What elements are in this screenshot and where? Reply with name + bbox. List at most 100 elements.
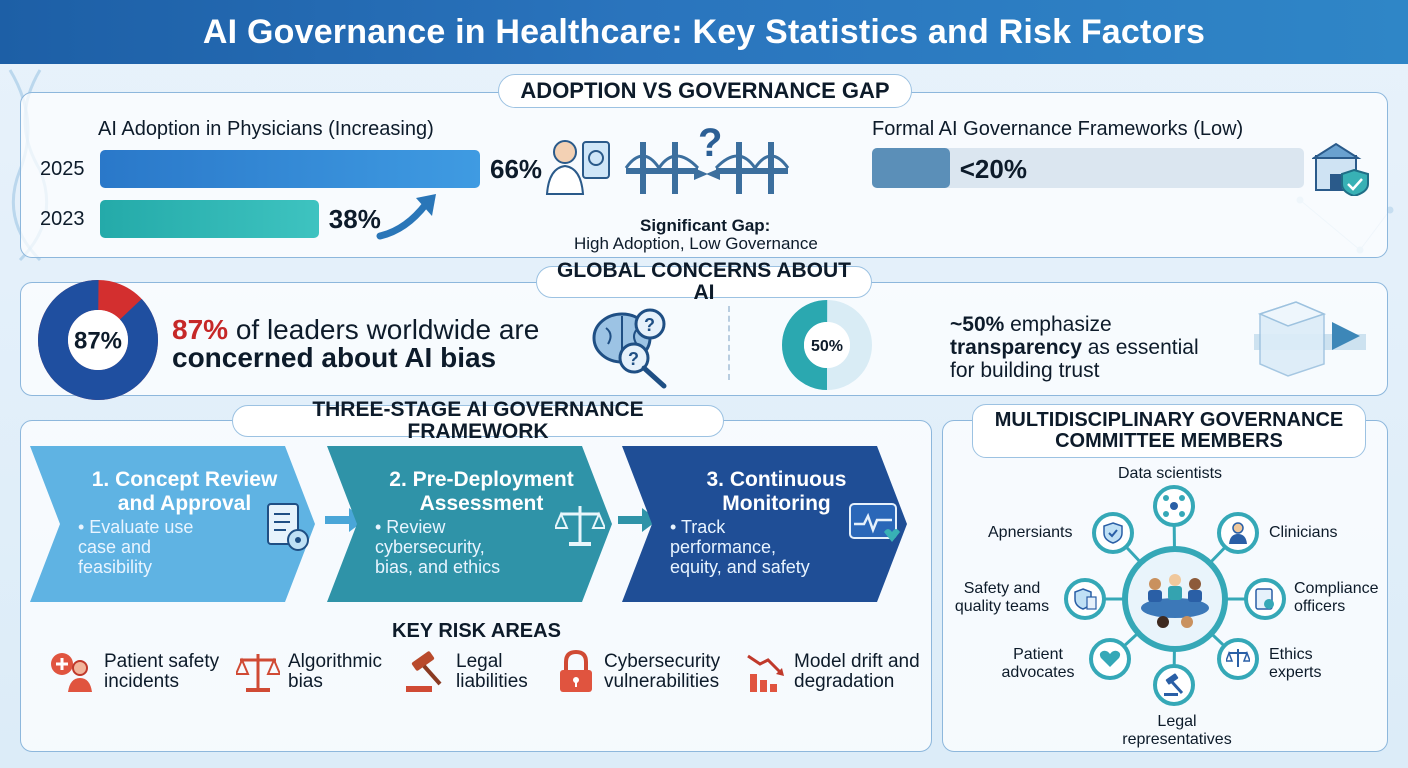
member-legal: Legal representatives bbox=[1122, 713, 1232, 748]
declining-chart-icon bbox=[747, 654, 784, 692]
member-apnersiants: Apnersiants bbox=[988, 524, 1073, 541]
certificate-icon bbox=[1255, 588, 1274, 610]
member-ethics: Ethics experts bbox=[1269, 646, 1322, 681]
balance-scale-icon bbox=[555, 506, 605, 546]
patient-advocates-node bbox=[1089, 638, 1131, 680]
stage-2-chevron bbox=[327, 446, 612, 602]
member-patient-advocates: Patient advocates bbox=[1001, 646, 1075, 681]
concerns-heading-text: GLOBAL CONCERNS ABOUT AI bbox=[557, 258, 851, 304]
bias-statement-bold: concerned about AI bias bbox=[172, 342, 497, 373]
donut-value-label: 50% bbox=[811, 338, 843, 355]
padlock-icon bbox=[560, 650, 592, 692]
increase-arrow-icon bbox=[376, 194, 436, 240]
adoption-value-2025: 66% bbox=[490, 154, 543, 184]
glass-cube-arrow-icon bbox=[1254, 301, 1366, 377]
stage-3-title: 3. Continuous Monitoring bbox=[706, 468, 847, 516]
adoption-heading: ADOPTION VS GOVERNANCE GAP bbox=[498, 74, 912, 108]
title-banner: AI Governance in Healthcare: Key Statist… bbox=[0, 0, 1408, 64]
compliance-node bbox=[1244, 578, 1286, 620]
svg-text:?: ? bbox=[698, 121, 722, 165]
risk-label-cybersecurity: Cybersecurity vulnerabilities bbox=[604, 651, 721, 692]
stage-2-desc: • Review cybersecurity, bias, and ethics bbox=[375, 517, 501, 577]
legal-node bbox=[1153, 664, 1195, 706]
shield-badge-icon bbox=[1103, 522, 1123, 544]
concerns-heading: GLOBAL CONCERNS ABOUT AI bbox=[536, 259, 872, 304]
apnersiants-node bbox=[1092, 512, 1134, 554]
shield-clipboard-icon bbox=[1074, 588, 1097, 610]
adoption-heading-text: ADOPTION VS GOVERNANCE GAP bbox=[520, 78, 890, 104]
heart-hands-icon bbox=[1099, 650, 1121, 667]
scales-icon bbox=[236, 654, 280, 692]
monitor-heartbeat-icon bbox=[849, 503, 900, 542]
gap-title: Significant Gap: bbox=[640, 216, 771, 235]
stage-1-desc: • Evaluate use case and feasibility bbox=[78, 517, 194, 577]
donut-center bbox=[68, 310, 128, 370]
transparency-percent: ~50% bbox=[950, 313, 1005, 336]
data-scientists-node bbox=[1153, 485, 1195, 527]
svg-text:?: ? bbox=[644, 315, 655, 335]
risk-label-legal-liabilities: Legal liabilities bbox=[456, 651, 528, 692]
donut-value-label: 87% bbox=[74, 328, 122, 355]
gap-subtitle: High Adoption, Low Governance bbox=[574, 234, 818, 253]
stage-2-title: 2. Pre-Deployment Assessment bbox=[389, 468, 574, 516]
checklist-gear-icon bbox=[267, 503, 309, 551]
broken-bridge-icon: ? bbox=[624, 121, 790, 194]
transparency-donut-chart: 50% bbox=[782, 300, 872, 390]
committee-heading-text: MULTIDISCIPLINARY GOVERNANCE COMMITTEE M… bbox=[994, 409, 1344, 452]
stage-3-card: 3. Continuous Monitoring • Track perform… bbox=[622, 446, 907, 602]
brain-magnifier-icon: ? ? bbox=[592, 308, 667, 389]
hospital-shield-icon bbox=[1312, 142, 1369, 196]
physician-tablet-icon bbox=[545, 140, 610, 195]
risk-label-patient-safety: Patient safety incidents bbox=[104, 651, 220, 692]
patient-safety-icon bbox=[51, 653, 92, 692]
risk-item-legal-liabilities: Legal liabilities bbox=[404, 650, 542, 694]
member-data-scientists: Data scientists bbox=[1118, 465, 1223, 482]
member-compliance: Compliance officers bbox=[1294, 580, 1379, 615]
risk-item-patient-safety: Patient safety incidents bbox=[48, 650, 224, 694]
stage-3-desc: • Track performance, equity, and safety bbox=[670, 517, 810, 577]
donut-center bbox=[804, 322, 850, 368]
committee-heading: MULTIDISCIPLINARY GOVERNANCE COMMITTEE M… bbox=[972, 404, 1366, 458]
risk-item-cybersecurity: Cybersecurity vulnerabilities bbox=[556, 650, 734, 694]
stage-3-chevron bbox=[622, 446, 907, 602]
transparency-text-2: as essential bbox=[1081, 336, 1199, 360]
svg-text:?: ? bbox=[628, 349, 639, 369]
governance-bar-fill bbox=[872, 148, 950, 188]
donut-value-segment bbox=[782, 300, 872, 390]
stage-1-card: 1. Concept Review and Approval • Evaluat… bbox=[30, 446, 315, 602]
team-meeting-icon bbox=[1141, 574, 1209, 628]
risk-label-model-drift: Model drift and degradation bbox=[794, 651, 920, 692]
risk-item-algorithmic-bias: Algorithmic bias bbox=[236, 650, 400, 694]
network-nodes-icon bbox=[1163, 495, 1185, 517]
justice-scale-icon bbox=[1226, 649, 1250, 667]
ethics-node bbox=[1217, 638, 1259, 680]
transparency-bold: transparency bbox=[950, 336, 1082, 360]
framework-heading: THREE-STAGE AI GOVERNANCE FRAMEWORK bbox=[232, 398, 724, 443]
adoption-bar-2025 bbox=[100, 150, 480, 188]
safety-quality-node bbox=[1064, 578, 1106, 620]
page-title: AI Governance in Healthcare: Key Statist… bbox=[202, 12, 1206, 51]
bias-statement: 87% of leaders worldwide are concerned a… bbox=[172, 316, 539, 372]
adoption-bar-2023 bbox=[100, 200, 319, 238]
bias-percent-highlight: 87% bbox=[172, 314, 229, 345]
framework-heading-text: THREE-STAGE AI GOVERNANCE FRAMEWORK bbox=[312, 397, 644, 443]
transparency-text-3: for building trust bbox=[950, 359, 1100, 383]
bias-statement-rest: of leaders worldwide are bbox=[228, 314, 540, 345]
stage-arrow-2-icon bbox=[618, 508, 658, 532]
clinicians-node bbox=[1217, 512, 1259, 554]
gavel-icon bbox=[406, 651, 442, 692]
adoption-value-2023: 38% bbox=[328, 204, 381, 234]
transparency-statement: ~50% emphasize transparency as essential… bbox=[950, 313, 1199, 382]
physicians-title: AI Adoption in Physicians (Increasing) bbox=[98, 118, 434, 140]
stage-1-chevron bbox=[30, 446, 315, 602]
governance-title: Formal AI Governance Frameworks (Low) bbox=[872, 118, 1244, 140]
member-safety-quality: Safety and quality teams bbox=[954, 580, 1050, 615]
year-2023-label: 2023 bbox=[40, 208, 85, 230]
legal-gavel-icon bbox=[1164, 673, 1184, 696]
risk-heading: KEY RISK AREAS bbox=[392, 620, 561, 642]
governance-value: <20% bbox=[959, 154, 1027, 184]
stage-2-card: 2. Pre-Deployment Assessment • Review cy… bbox=[327, 446, 612, 602]
section-divider bbox=[728, 306, 730, 380]
stage-1-title: 1. Concept Review and Approval bbox=[91, 468, 278, 516]
bias-donut-chart: 87% bbox=[38, 280, 158, 400]
